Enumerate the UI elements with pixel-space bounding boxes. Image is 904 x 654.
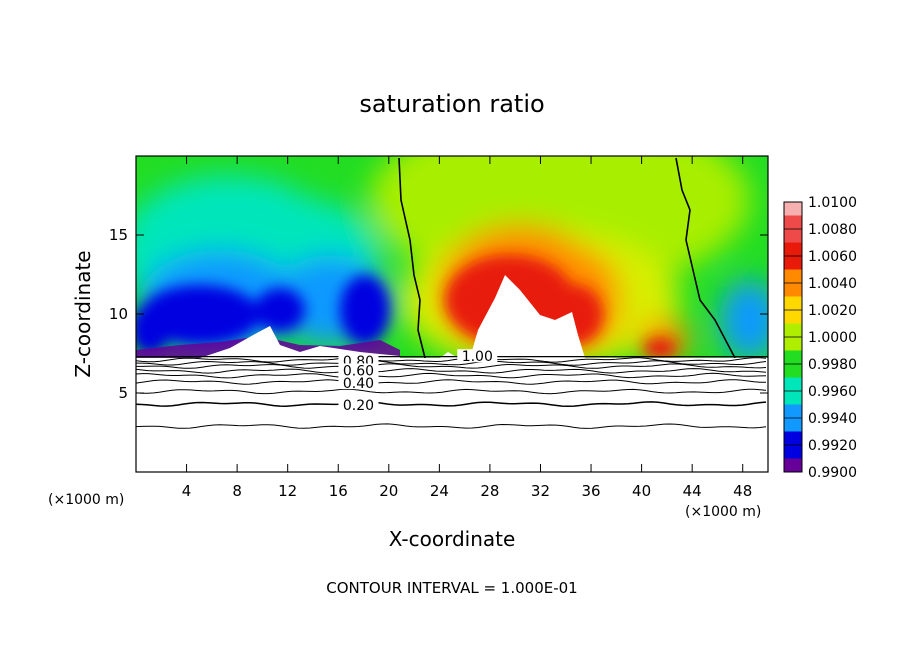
colorbar-segment: [784, 215, 802, 230]
x-tick-label: 24: [430, 482, 449, 500]
contour-line: [135, 379, 767, 385]
contour-line: [136, 363, 767, 369]
colorbar-segment: [784, 337, 802, 351]
contour-label-bg: [457, 349, 498, 363]
x-tick-label: 40: [632, 482, 651, 500]
colorbar-segment: [784, 364, 802, 378]
y-tick-label: 15: [109, 226, 128, 244]
x-unit-right: (×1000 m): [685, 504, 761, 520]
contour-line: [135, 372, 767, 379]
x-tick-label: 20: [379, 482, 398, 500]
colorbar-segment: [784, 283, 802, 297]
colorbar-label: 0.9900: [808, 465, 857, 481]
colorbar-label: 1.0000: [808, 330, 857, 346]
colorbar-segment: [784, 391, 802, 405]
colorbar-segment: [784, 202, 802, 216]
heatmap-field: [136, 156, 768, 358]
contour-label-bg: [338, 376, 379, 390]
contour-label-bg: [338, 398, 379, 412]
contour-line: [135, 368, 767, 374]
colorbar-segment: [784, 404, 802, 419]
colorbar-label: 1.0040: [808, 276, 857, 292]
colorbar-segment: [784, 458, 802, 473]
contour-label: 0.60: [343, 363, 374, 379]
x-tick-label: 32: [531, 482, 550, 500]
x-tick-label: 28: [480, 482, 499, 500]
colorbar-label: 1.0060: [808, 249, 857, 265]
y-tick-label: 10: [109, 305, 128, 323]
x-tick-label: 44: [683, 482, 702, 500]
contour-line: [135, 357, 767, 363]
colorbar-segment: [784, 256, 802, 270]
x-tick-label: 48: [733, 482, 752, 500]
x-axis-title: X-coordinate: [389, 527, 516, 551]
colorbar-segment: [784, 431, 802, 446]
colorbar-segment: [784, 445, 802, 459]
colorbar-segment: [784, 229, 802, 243]
contour-label: 0.20: [343, 398, 374, 414]
chart-title: saturation ratio: [359, 90, 544, 118]
colorbar: 1.0100 1.0080 1.0060 1.0040 1.0020 1.0000 0.99…: [783, 195, 857, 481]
colorbar-label: 0.9920: [808, 438, 857, 454]
x-axis: 4 8 12 16 20 24 28 32 36 40 44 48: [182, 156, 752, 500]
y-axis: 5 10 15: [109, 226, 768, 402]
colorbar-label: 1.0080: [808, 222, 857, 238]
x-tick-label: 8: [232, 482, 242, 500]
contour-line: [135, 423, 767, 429]
colorbar-label: 0.9960: [808, 384, 857, 400]
contour-lines: [135, 356, 768, 429]
colorbar-segment: [784, 418, 802, 432]
colorbar-segment: [784, 310, 802, 324]
colorbar-label: 0.9940: [808, 411, 857, 427]
colorbar-segment: [784, 296, 802, 311]
colorbar-label: 1.0020: [808, 303, 857, 319]
x-tick-label: 16: [329, 482, 348, 500]
contour-label-bg: [338, 363, 379, 377]
colorbar-segment: [784, 350, 802, 365]
contour-interval-note: CONTOUR INTERVAL = 1.000E-01: [326, 579, 577, 597]
contour-label: 1.00: [462, 349, 493, 365]
contour-label: 0.40: [343, 376, 374, 392]
colorbar-label: 1.0100: [808, 195, 857, 211]
y-axis-title: Z-coordinate: [71, 250, 95, 377]
x-tick-label: 4: [182, 482, 192, 500]
colorbar-segment: [784, 377, 802, 392]
colorbar-segment: [784, 269, 802, 284]
x-unit-left: (×1000 m): [48, 492, 124, 508]
y-tick-label: 5: [118, 384, 128, 402]
x-tick-label: 36: [581, 482, 600, 500]
contour-labels: 0.800.600.400.201.00: [338, 349, 498, 414]
colorbar-label: 0.9980: [808, 357, 857, 373]
colorbar-segment: [784, 242, 802, 257]
x-tick-label: 12: [278, 482, 297, 500]
contour-line: [135, 401, 767, 408]
contour-line: [135, 388, 767, 395]
colorbar-segment: [784, 323, 802, 338]
